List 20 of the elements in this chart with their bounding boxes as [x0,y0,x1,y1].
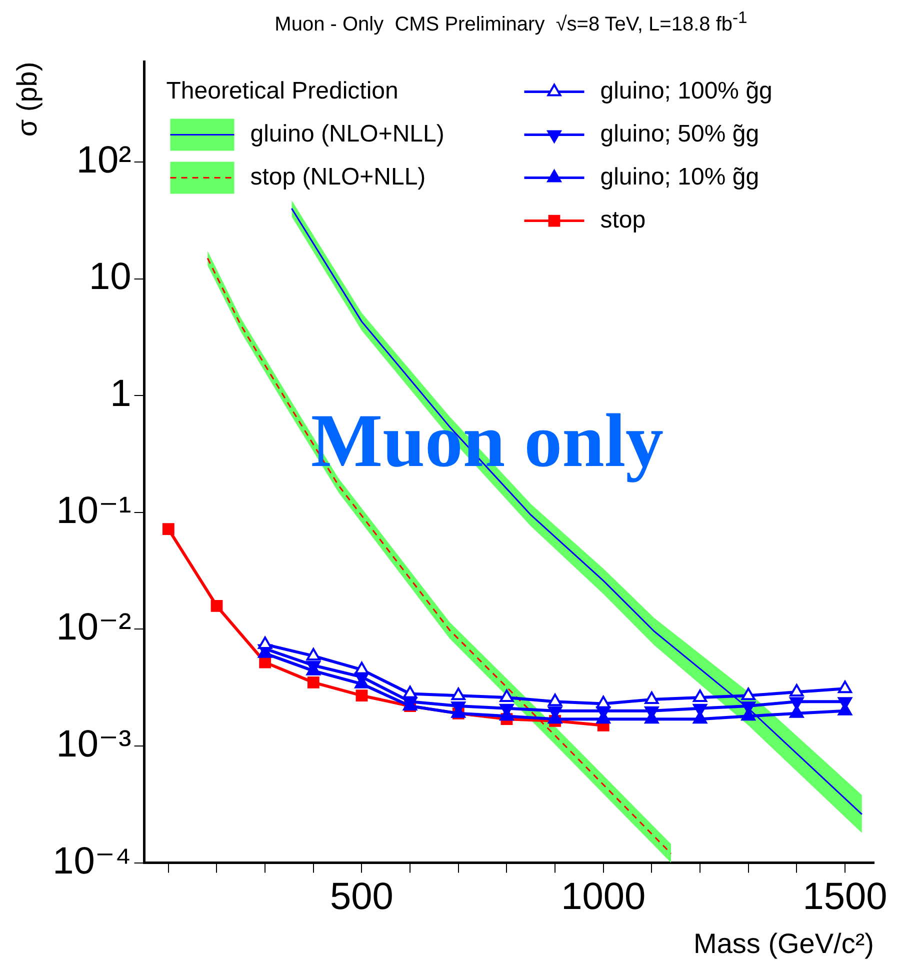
y-tick-label: 10⁻² [56,606,132,649]
x-tick-label: 1500 [802,876,888,918]
legend-label: gluino (NLO+NLL) [250,120,444,148]
legend-label: gluino; 100% g̃g [600,77,772,104]
legend-title: Theoretical Prediction [166,77,398,104]
y-tick-label: 10² [76,139,132,182]
y-tick-label: 10 [88,256,132,298]
y-axis-title: σ (pb) [12,62,43,137]
chart-title: Muon - Only CMS Preliminary √s=8 TeV, L=18.8 fb$^{-1}$ [274,8,748,36]
y-tick-label: 10⁻¹ [56,490,132,532]
y-tick-label: 10⁻⁴ [52,840,132,882]
legend-label: gluino; 10% g̃g [600,163,760,190]
legend-label: gluino; 50% g̃g [600,120,760,148]
y-tick-label: 10⁻³ [56,723,132,766]
y-tick-label: 1 [110,373,132,416]
legend-label: stop [600,206,646,234]
legend-label: stop (NLO+NLL) [250,163,426,190]
x-axis-title: Mass (GeV/c²) [694,928,874,959]
x-tick-label: 1000 [561,876,646,918]
x-tick-label: 500 [330,876,394,918]
